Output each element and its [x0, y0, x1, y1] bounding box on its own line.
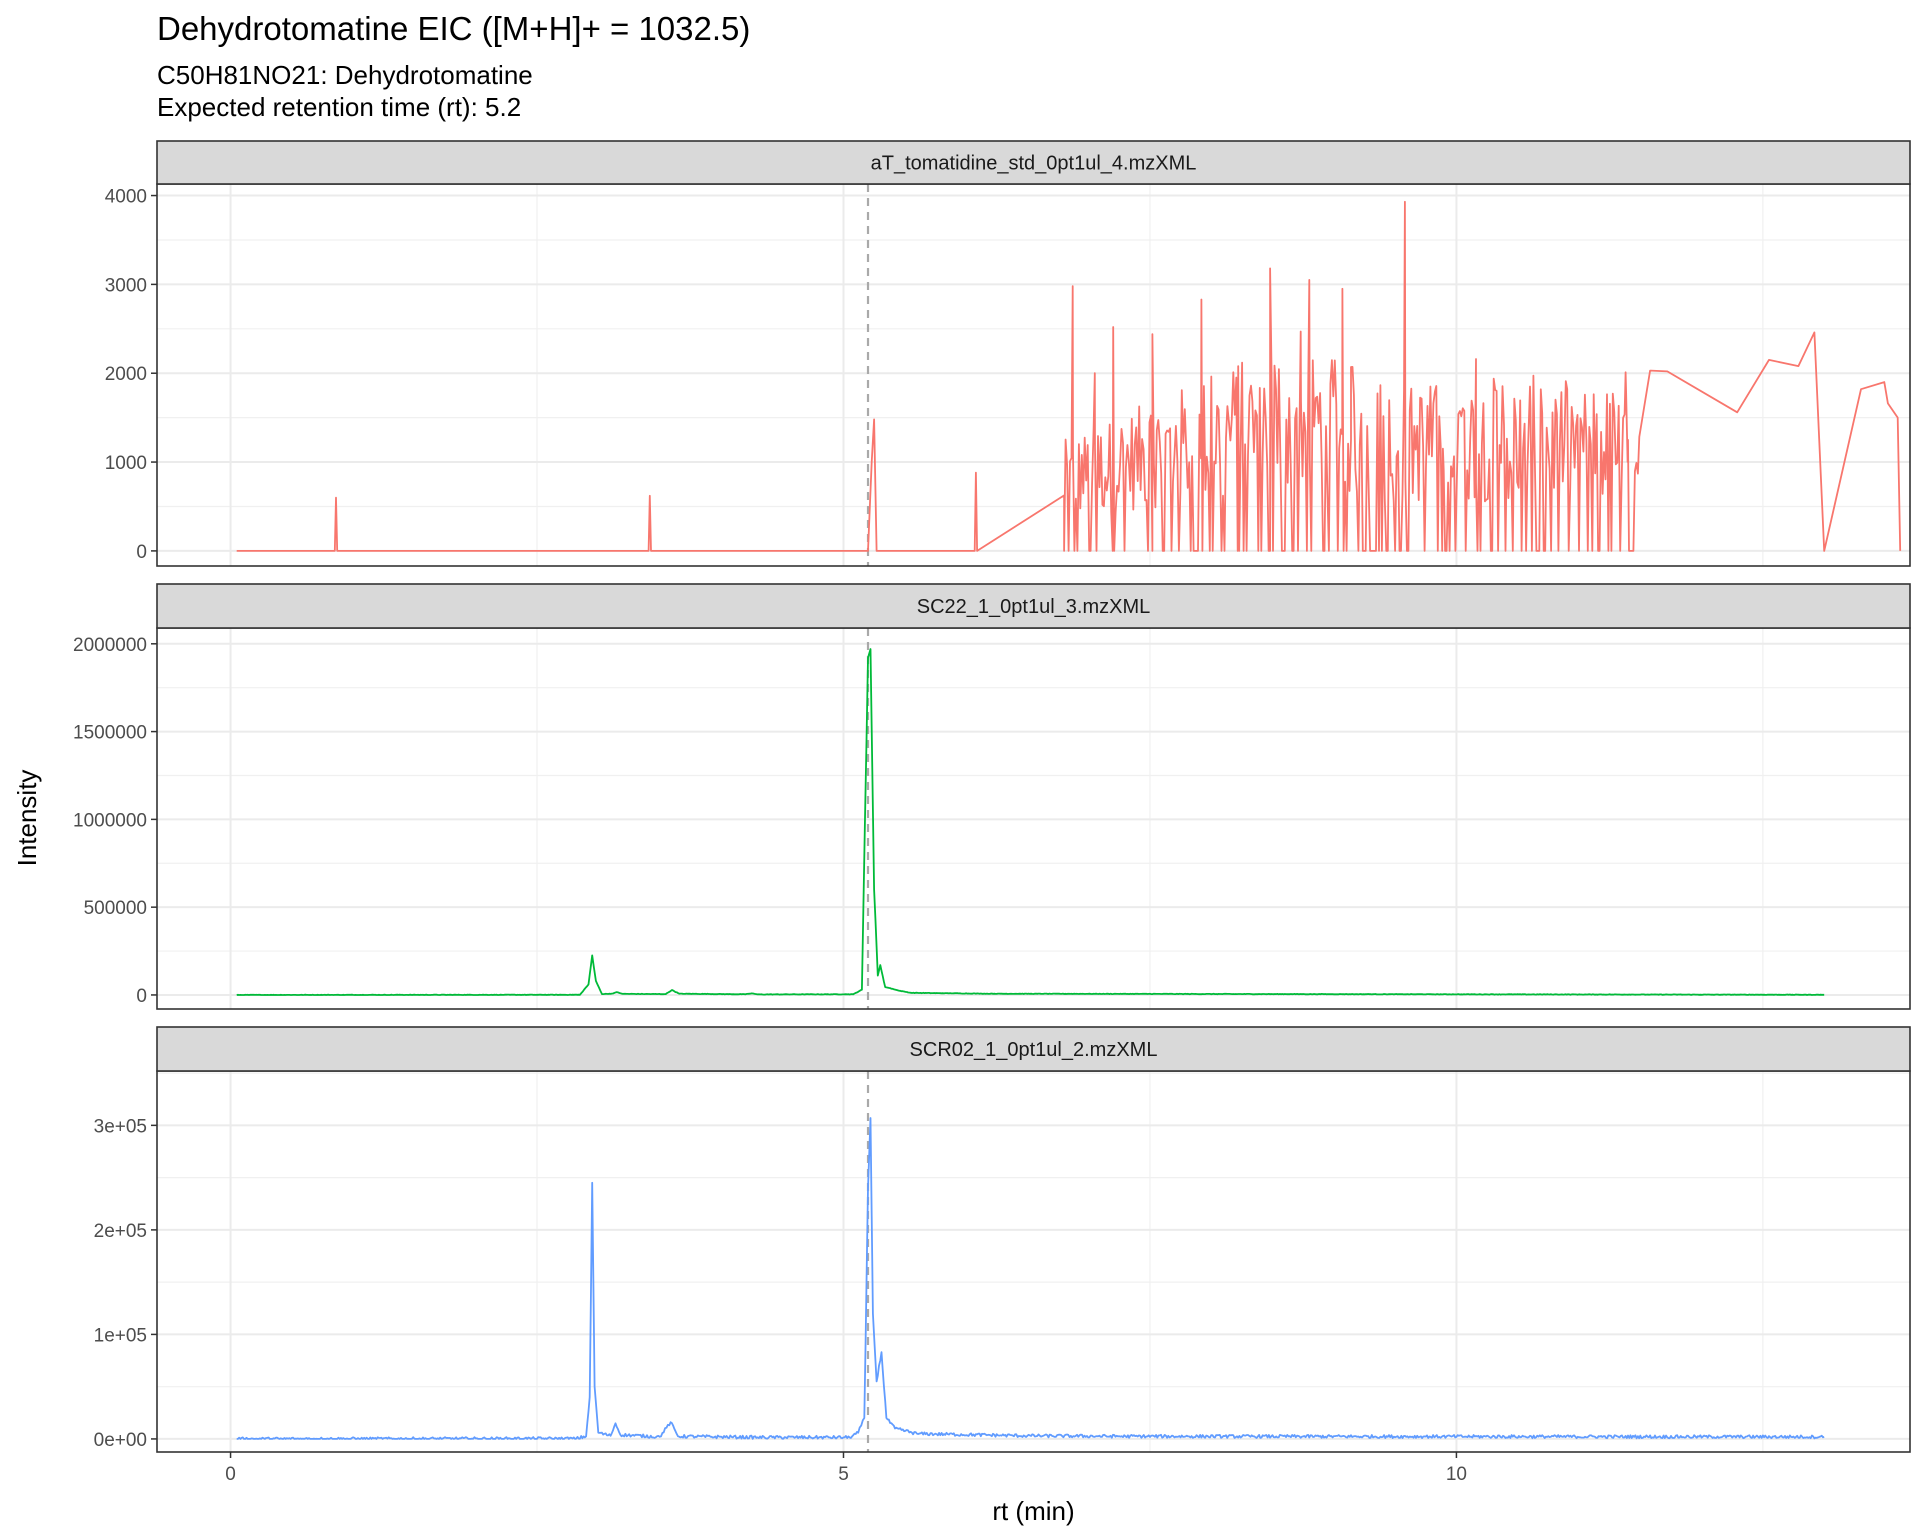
y-tick-label: 0e+00	[94, 1430, 147, 1451]
facet-strip-label: SCR02_1_0pt1ul_2.mzXML	[910, 1039, 1158, 1061]
chart-title: Dehydrotomatine EIC ([M+H]+ = 1032.5)	[157, 10, 751, 47]
facet-panel-1: 0 1000 2000 3000 4000 aT_tomatidine_std_0pt1u…	[105, 140, 1911, 567]
y-tick-label: 500000	[84, 898, 147, 919]
y-tick-label: 0	[136, 542, 147, 563]
y-tick-label: 0	[136, 986, 147, 1007]
facet-panel-2: 0 500000 1000000 1500000 2000000 SC22_1_0pt1u…	[73, 583, 1911, 1010]
y-tick-label: 2e+05	[94, 1221, 147, 1242]
y-tick-label: 1500000	[73, 723, 147, 744]
facet-strip	[156, 140, 1911, 185]
x-tick-label: 0	[225, 1464, 236, 1485]
facet-strip	[156, 583, 1911, 629]
facet-strip	[156, 1026, 1911, 1072]
y-tick-label: 1e+05	[94, 1325, 147, 1346]
series-line	[236, 648, 1825, 996]
series-line	[236, 1117, 1825, 1440]
facet-strip-label: SC22_1_0pt1ul_3.mzXML	[917, 596, 1150, 618]
x-axis-title: rt (min)	[992, 1496, 1074, 1526]
facet-strip-label: aT_tomatidine_std_0pt1ul_4.mzXML	[871, 153, 1197, 175]
x-tick-label: 5	[838, 1464, 849, 1485]
facet-panel-3: 0e+00 1e+05 2e+05 3e+05 SCR02_1_0pt1ul_2.mzX…	[94, 1026, 1911, 1453]
panel-background	[157, 184, 1910, 566]
y-tick-label: 1000	[105, 453, 147, 474]
y-tick-label: 3000	[105, 275, 147, 296]
chart-subtitle-expected-rt: Expected retention time (rt): 5.2	[157, 92, 522, 122]
series-line	[236, 200, 1902, 552]
panel-background	[157, 1071, 1910, 1452]
y-tick-label: 4000	[105, 187, 147, 208]
y-tick-label: 2000	[105, 364, 147, 385]
y-tick-label: 2000000	[73, 635, 147, 656]
chart-subtitle-formula: C50H81NO21: Dehydrotomatine	[157, 60, 533, 90]
x-tick-label: 10	[1446, 1464, 1467, 1485]
y-axis-title: Intensity	[12, 770, 42, 867]
y-tick-label: 1000000	[73, 810, 147, 831]
y-tick-label: 3e+05	[94, 1116, 147, 1137]
